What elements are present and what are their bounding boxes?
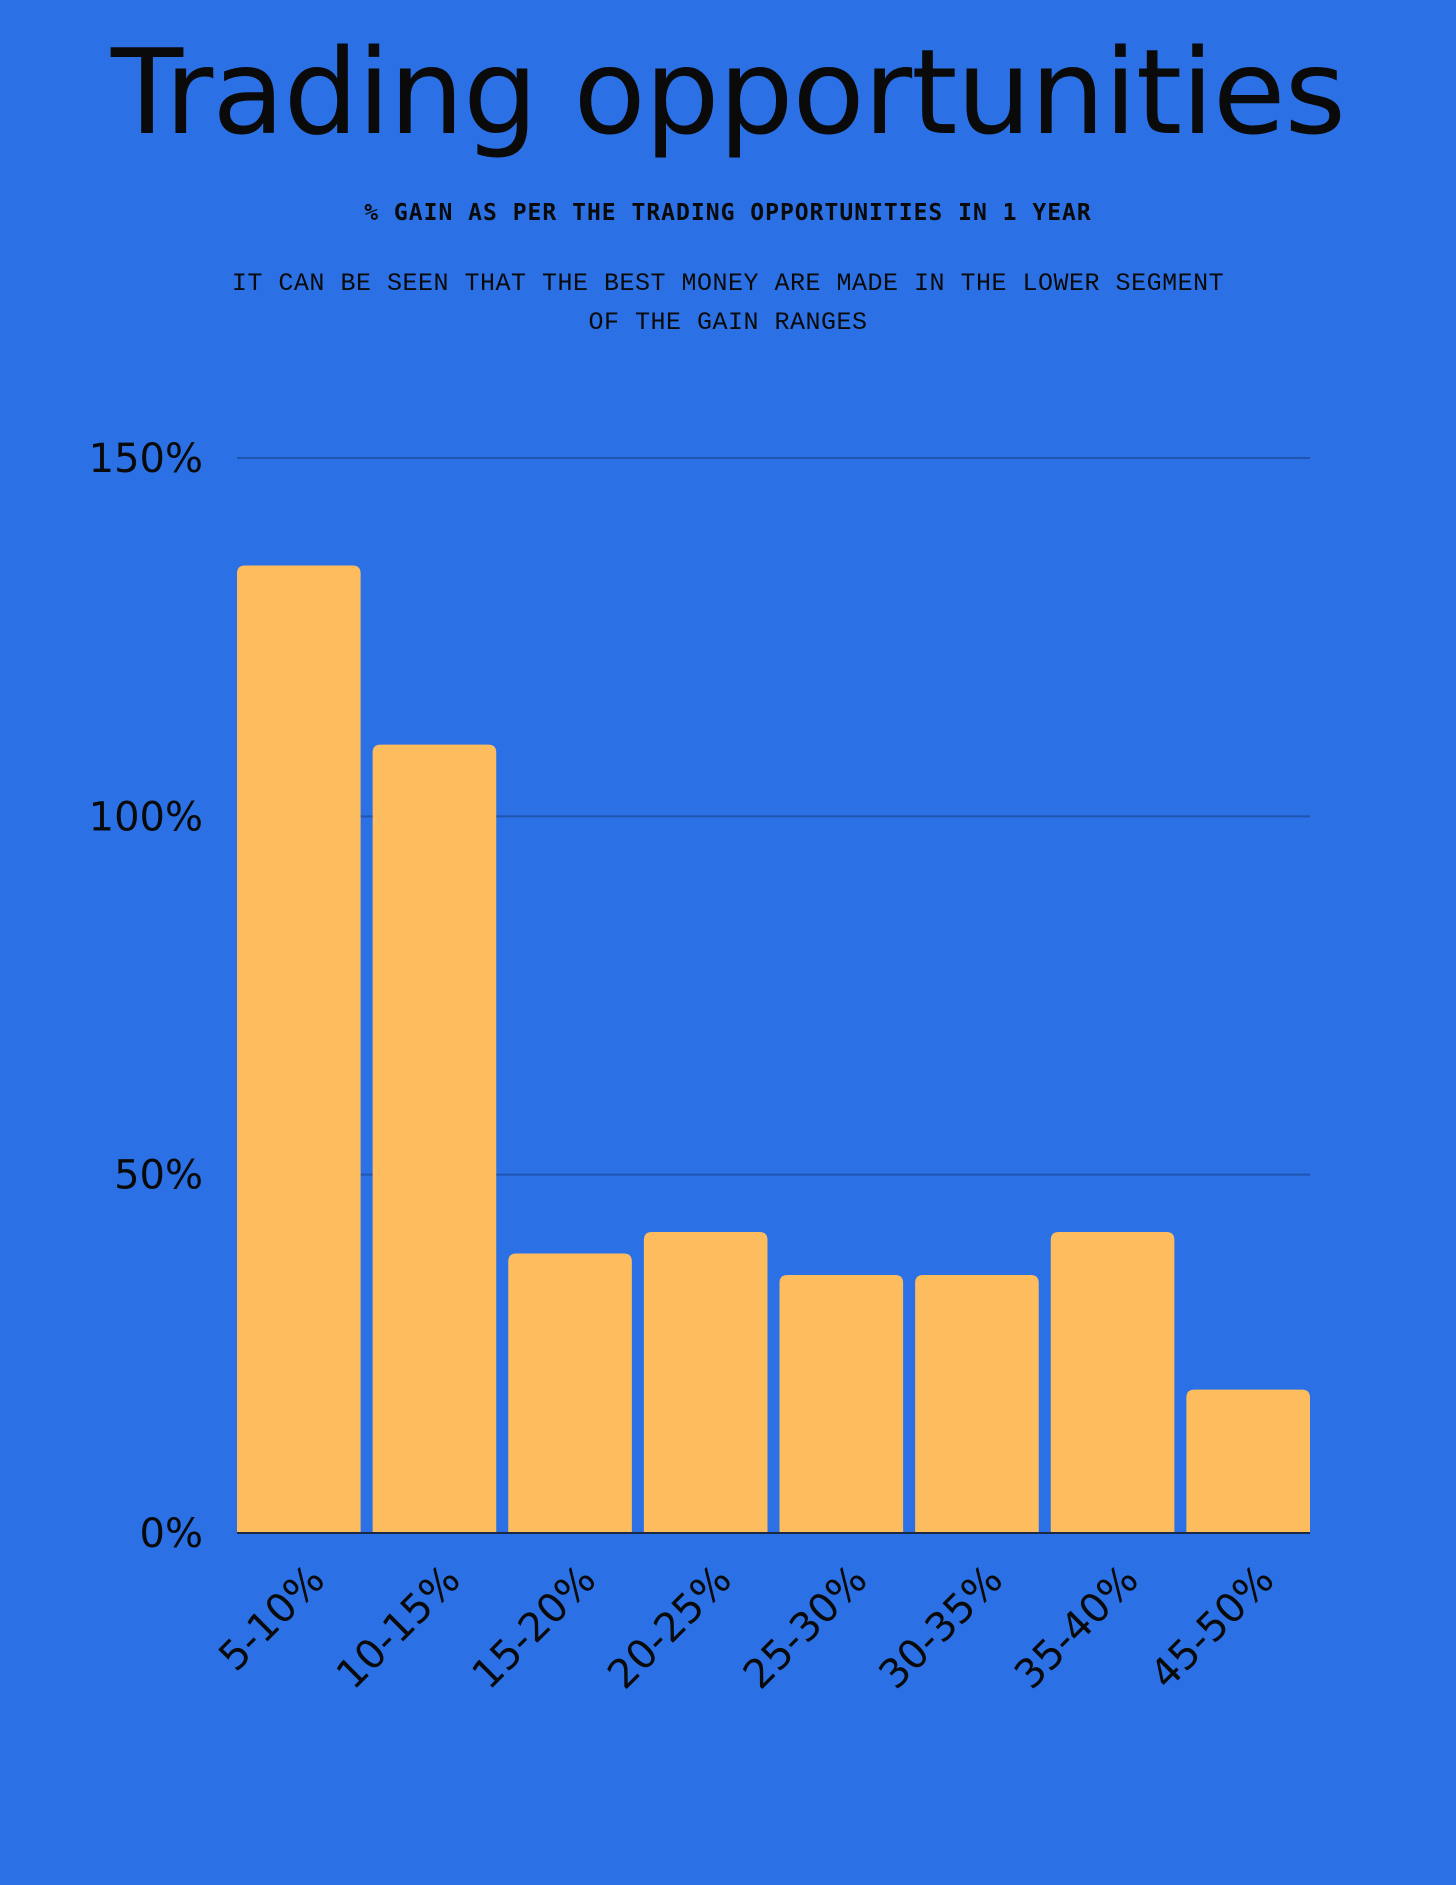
bar bbox=[779, 1275, 904, 1533]
chart-title: Trading opportunities bbox=[111, 23, 1346, 161]
x-tick-label: 35-40% bbox=[1006, 1557, 1148, 1699]
x-tick-label: 10-15% bbox=[328, 1557, 470, 1699]
x-tick-label: 45-50% bbox=[1142, 1557, 1284, 1699]
bar bbox=[372, 744, 497, 1533]
y-tick-label: 50% bbox=[114, 1153, 203, 1199]
bar bbox=[1186, 1389, 1310, 1533]
x-tick-label: 15-20% bbox=[464, 1557, 606, 1699]
y-tick-label: 100% bbox=[89, 794, 203, 840]
bar bbox=[643, 1232, 768, 1533]
chart-description: IT CAN BE SEEN THAT THE BEST MONEY ARE M… bbox=[231, 269, 1225, 337]
bar bbox=[915, 1275, 1039, 1533]
bar bbox=[237, 565, 361, 1533]
x-tick-label: 20-25% bbox=[599, 1557, 741, 1699]
x-tick-label: 30-35% bbox=[870, 1557, 1012, 1699]
y-tick-label: 150% bbox=[89, 436, 203, 482]
bar bbox=[508, 1253, 632, 1533]
y-tick-label: 0% bbox=[140, 1511, 203, 1557]
x-tick-label: 25-30% bbox=[735, 1557, 877, 1699]
x-tick-label: 5-10% bbox=[210, 1557, 334, 1681]
chart-subtitle: % GAIN AS PER THE TRADING OPPORTUNITIES … bbox=[364, 200, 1092, 226]
bar bbox=[1050, 1232, 1175, 1533]
